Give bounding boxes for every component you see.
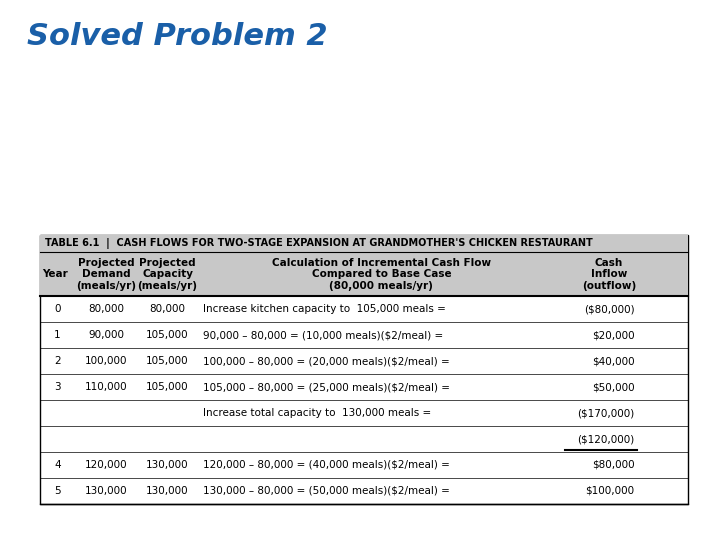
Text: Increase total capacity to  130,000 meals =: Increase total capacity to 130,000 meals… — [203, 408, 431, 418]
Text: 100,000 – 80,000 = (20,000 meals)($2/meal) =: 100,000 – 80,000 = (20,000 meals)($2/mea… — [203, 356, 449, 366]
Text: 105,000: 105,000 — [146, 356, 189, 366]
Text: 105,000: 105,000 — [146, 330, 189, 340]
Text: 80,000: 80,000 — [150, 305, 186, 314]
Text: $40,000: $40,000 — [592, 356, 635, 366]
Text: Projected
Capacity
(meals/yr): Projected Capacity (meals/yr) — [138, 258, 197, 291]
Text: ($170,000): ($170,000) — [577, 408, 635, 418]
Text: 1: 1 — [54, 330, 60, 340]
Text: Solved Problem 2: Solved Problem 2 — [27, 22, 328, 51]
Text: 130,000 – 80,000 = (50,000 meals)($2/meal) =: 130,000 – 80,000 = (50,000 meals)($2/mea… — [203, 486, 449, 496]
Text: 105,000: 105,000 — [146, 382, 189, 392]
Text: $20,000: $20,000 — [592, 330, 635, 340]
Text: ($80,000): ($80,000) — [584, 305, 635, 314]
Text: 120,000: 120,000 — [85, 460, 127, 470]
Text: TABLE 6.1  |  CASH FLOWS FOR TWO-STAGE EXPANSION AT GRANDMOTHER'S CHICKEN RESTAU: TABLE 6.1 | CASH FLOWS FOR TWO-STAGE EXP… — [45, 238, 593, 249]
Text: 0: 0 — [54, 305, 60, 314]
Text: 130,000: 130,000 — [85, 486, 127, 496]
Text: Calculation of Incremental Cash Flow
Compared to Base Case
(80,000 meals/yr): Calculation of Incremental Cash Flow Com… — [272, 258, 491, 291]
Text: 105,000 – 80,000 = (25,000 meals)($2/meal) =: 105,000 – 80,000 = (25,000 meals)($2/mea… — [203, 382, 450, 392]
Text: 80,000: 80,000 — [88, 305, 124, 314]
Text: 4: 4 — [54, 460, 60, 470]
Text: 3: 3 — [54, 382, 60, 392]
Text: ($120,000): ($120,000) — [577, 434, 635, 444]
Text: 90,000: 90,000 — [88, 330, 124, 340]
Text: Projected
Demand
(meals/yr): Projected Demand (meals/yr) — [76, 258, 136, 291]
Text: 130,000: 130,000 — [146, 486, 189, 496]
Text: 2: 2 — [54, 356, 60, 366]
Text: $80,000: $80,000 — [592, 460, 635, 470]
Text: 5: 5 — [54, 486, 60, 496]
Text: 120,000 – 80,000 = (40,000 meals)($2/meal) =: 120,000 – 80,000 = (40,000 meals)($2/mea… — [203, 460, 449, 470]
Text: 90,000 – 80,000 = (10,000 meals)($2/meal) =: 90,000 – 80,000 = (10,000 meals)($2/meal… — [203, 330, 443, 340]
Text: Cash
Inflow
(outflow): Cash Inflow (outflow) — [582, 258, 636, 291]
Text: 100,000: 100,000 — [85, 356, 127, 366]
Text: Year: Year — [42, 269, 68, 279]
Text: $100,000: $100,000 — [585, 486, 635, 496]
Text: Increase kitchen capacity to  105,000 meals =: Increase kitchen capacity to 105,000 mea… — [203, 305, 446, 314]
Text: 110,000: 110,000 — [85, 382, 127, 392]
Text: 130,000: 130,000 — [146, 460, 189, 470]
Text: $50,000: $50,000 — [592, 382, 635, 392]
